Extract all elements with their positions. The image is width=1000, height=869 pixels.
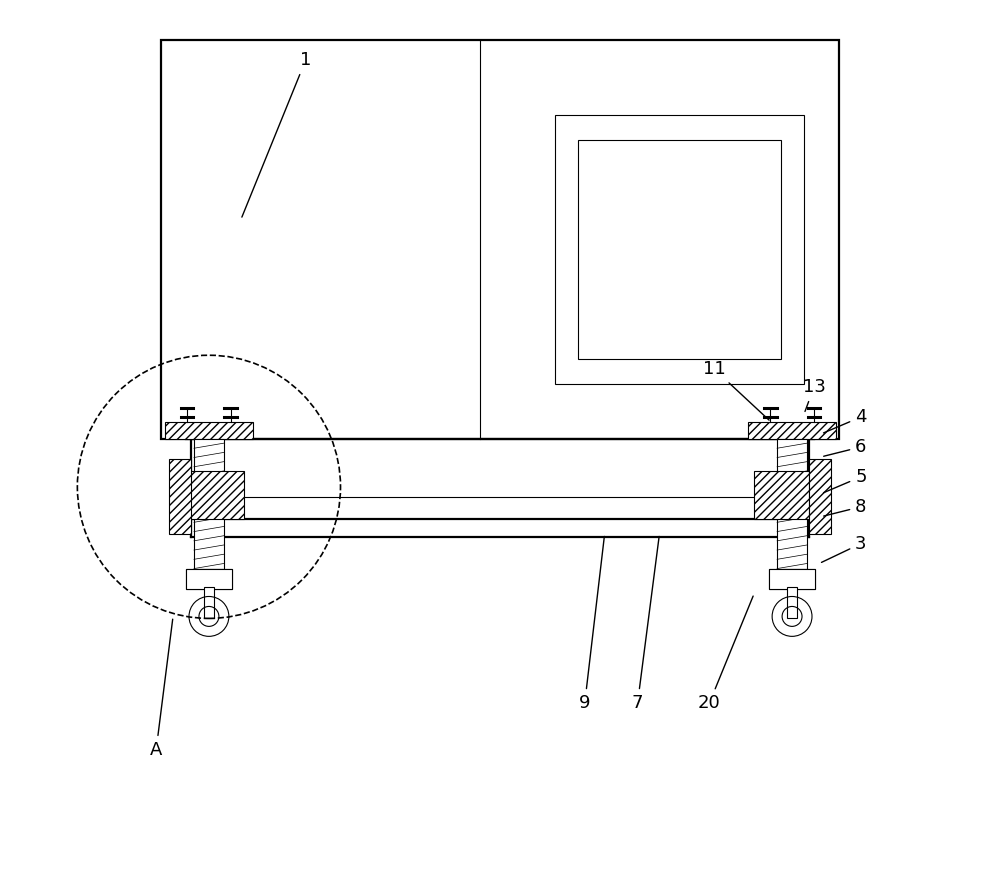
Bar [748,422,836,439]
Text: 1: 1 [242,51,311,217]
Text: 11: 11 [703,361,769,420]
Bar [165,422,253,439]
Text: 5: 5 [824,468,867,493]
Text: 9: 9 [579,536,604,712]
Text: A: A [150,620,173,759]
Bar [189,471,244,519]
Bar [194,439,224,568]
Bar [186,568,232,588]
Bar [777,439,807,568]
Bar [769,568,815,588]
Text: 20: 20 [698,596,753,712]
Bar [186,568,232,588]
Bar [169,459,191,534]
Text: 6: 6 [824,438,867,456]
Bar [769,568,815,588]
Bar [787,587,797,619]
Bar [754,471,809,519]
Bar [809,459,831,534]
Bar [161,40,839,439]
Text: 13: 13 [803,378,825,411]
Text: 4: 4 [824,408,867,433]
Bar [204,587,214,619]
Bar [555,115,804,384]
Text: 3: 3 [821,534,867,562]
Bar [578,140,781,359]
Text: 7: 7 [632,536,659,712]
Text: 8: 8 [824,498,867,516]
